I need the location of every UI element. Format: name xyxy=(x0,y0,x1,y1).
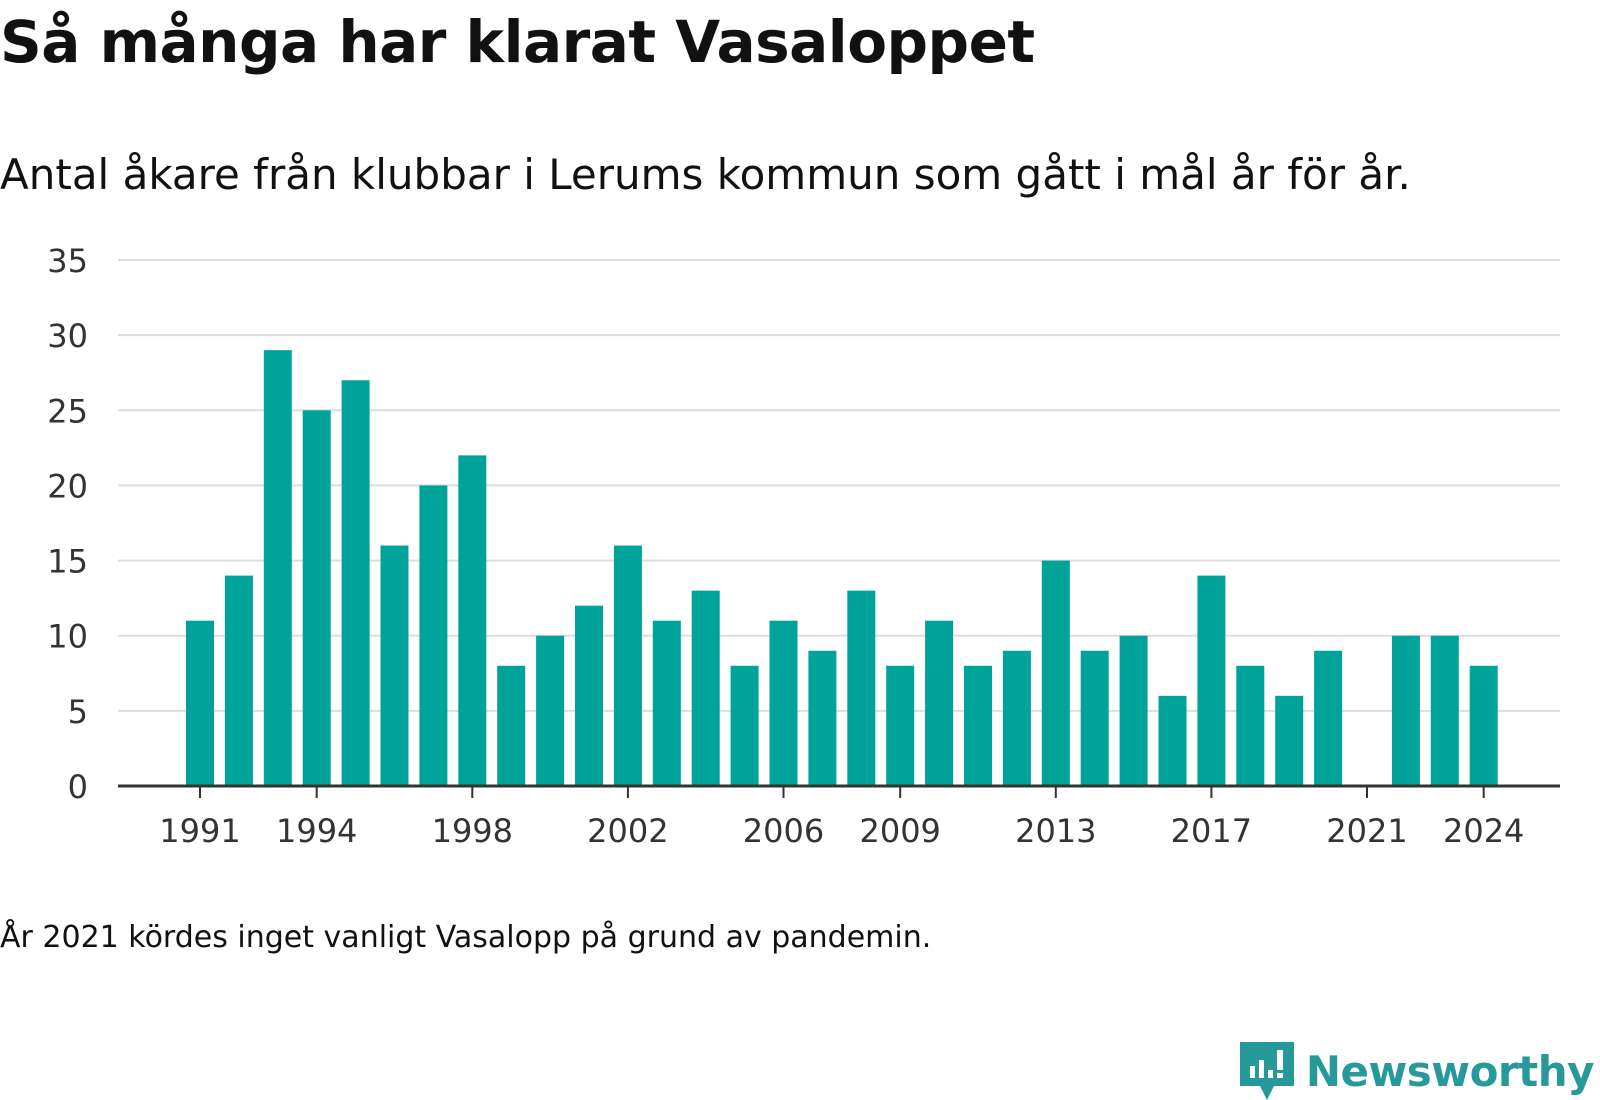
y-tick-label: 35 xyxy=(47,242,88,280)
y-tick-label: 15 xyxy=(47,543,88,581)
bar xyxy=(263,350,292,786)
bar xyxy=(964,665,992,786)
chart-subtitle: Antal åkare från klubbar i Lerums kommun… xyxy=(0,150,1411,199)
y-tick-label: 0 xyxy=(68,768,88,806)
x-tick-label: 2024 xyxy=(1443,812,1524,850)
x-tick-labels: 1991 1994 1998 2002 2006 2009 2013 2017 2021 2024 xyxy=(159,812,1524,850)
bar xyxy=(613,545,642,786)
bar xyxy=(1391,635,1420,786)
bar xyxy=(1197,575,1226,786)
bar xyxy=(1158,695,1187,786)
bar xyxy=(730,665,759,786)
bar xyxy=(1119,635,1148,786)
grid-lines xyxy=(118,259,1560,712)
y-tick-label: 5 xyxy=(68,693,88,731)
x-tick-label: 2002 xyxy=(587,812,668,850)
bar xyxy=(575,605,603,786)
brand-name: Newsworthy xyxy=(1305,1046,1595,1096)
newsworthy-logo-icon xyxy=(1239,1042,1294,1100)
y-tick-label: 30 xyxy=(47,317,88,355)
x-tick-label: 1991 xyxy=(159,812,240,850)
bar xyxy=(1041,560,1070,786)
bar xyxy=(691,590,720,786)
x-tick-label: 2009 xyxy=(859,812,940,850)
brand: Newsworthy xyxy=(1239,1042,1595,1100)
bar-chart: 0 5 10 15 20 25 30 35 1991 1994 1998 2002 2006 2009 2… xyxy=(47,242,1560,850)
bar xyxy=(458,455,487,786)
bar xyxy=(1080,650,1109,786)
x-tick-label: 2006 xyxy=(743,812,824,850)
bar xyxy=(497,665,526,786)
bar xyxy=(224,575,253,786)
bar xyxy=(769,620,798,786)
y-tick-label: 20 xyxy=(47,467,88,505)
bar xyxy=(380,545,409,786)
x-tick-label: 1998 xyxy=(432,812,513,850)
bar xyxy=(536,635,565,786)
bar xyxy=(652,620,681,786)
y-tick-label: 25 xyxy=(47,392,88,430)
bar xyxy=(808,650,837,786)
bar xyxy=(886,665,915,786)
x-tick-label: 2013 xyxy=(1015,812,1096,850)
y-tick-labels: 0 5 10 15 20 25 30 35 xyxy=(47,242,88,806)
bar xyxy=(1275,695,1304,786)
bar xyxy=(1314,650,1343,786)
bar xyxy=(1430,635,1459,786)
bar xyxy=(1002,650,1031,786)
bar xyxy=(1469,665,1498,786)
footnote: År 2021 kördes inget vanligt Vasalopp på… xyxy=(0,920,932,955)
bar xyxy=(186,620,214,786)
bars xyxy=(186,350,1498,786)
bar xyxy=(925,620,954,786)
bar xyxy=(1236,665,1265,786)
chart-title: Så många har klarat Vasaloppet xyxy=(0,8,1035,76)
x-tick-label: 2017 xyxy=(1171,812,1252,850)
bar xyxy=(847,590,876,786)
x-tick-label: 2021 xyxy=(1326,812,1407,850)
x-tick-label: 1994 xyxy=(276,812,357,850)
bar xyxy=(419,485,448,786)
y-tick-label: 10 xyxy=(47,618,88,656)
bar xyxy=(302,410,331,786)
x-axis xyxy=(118,784,1560,798)
bar xyxy=(341,380,370,786)
